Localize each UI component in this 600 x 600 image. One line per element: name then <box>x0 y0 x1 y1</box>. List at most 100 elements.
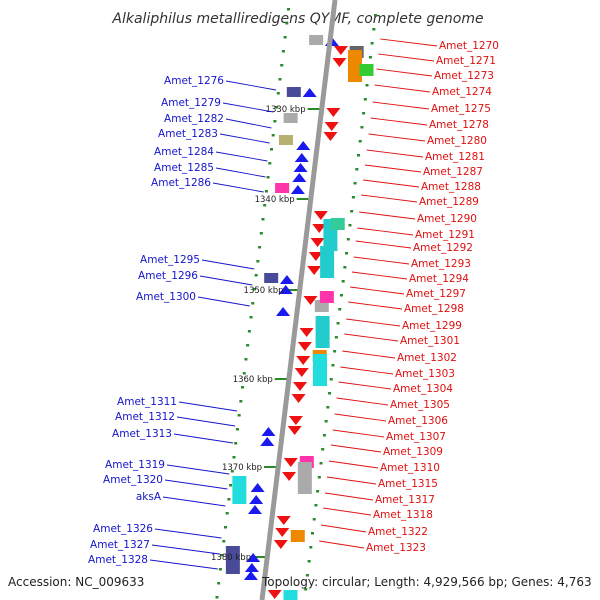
gene-label: Amet_1273 <box>434 70 494 82</box>
label-leader <box>162 496 226 507</box>
label-leader <box>350 286 405 295</box>
gene-label: Amet_1306 <box>388 415 448 427</box>
gene-label: Amet_1287 <box>423 166 483 178</box>
track-tick <box>271 134 275 137</box>
scale-label: 1350 kbp <box>244 286 284 296</box>
track-tick <box>287 8 291 11</box>
track-tick <box>283 36 287 39</box>
track-tick <box>370 42 374 45</box>
track-tick <box>252 288 256 291</box>
track-tick <box>343 266 347 269</box>
track-tick <box>314 504 318 507</box>
gene-label: Amet_1281 <box>425 151 485 163</box>
gene-label: Amet_1312 <box>115 411 175 423</box>
label-leader <box>342 350 396 359</box>
gene-arrow <box>308 252 323 261</box>
label-leader <box>328 460 379 469</box>
track-tick <box>324 420 328 423</box>
gene-label: Amet_1278 <box>429 119 489 131</box>
label-leader <box>154 528 222 539</box>
track-tick <box>244 358 248 361</box>
gene-box <box>315 316 330 348</box>
label-leader <box>340 366 394 375</box>
gene-label: Amet_1310 <box>380 462 440 474</box>
gene-arrow <box>293 382 308 391</box>
track-tick <box>304 588 308 591</box>
gene-label: Amet_1289 <box>419 196 479 208</box>
gene-box <box>347 50 362 82</box>
gene-label: Amet_1320 <box>103 474 163 486</box>
label-leader <box>357 227 414 236</box>
gene-arrow <box>282 472 297 481</box>
track-tick <box>317 476 321 479</box>
track-tick <box>258 246 262 249</box>
label-leader <box>225 80 277 91</box>
gene-label: Amet_1305 <box>390 399 450 411</box>
gene-arrow <box>276 516 291 525</box>
gene-arrow <box>250 483 265 492</box>
gene-box <box>320 246 335 278</box>
track-tick <box>234 442 238 445</box>
track-tick <box>239 400 243 403</box>
track-tick <box>358 140 362 143</box>
gene-label: Amet_1271 <box>436 55 496 67</box>
track-tick <box>321 448 325 451</box>
track-tick <box>305 574 309 577</box>
gene-arrow <box>291 394 306 403</box>
gene-label: Amet_1328 <box>88 554 148 566</box>
track-tick <box>251 302 255 305</box>
scale-label: 1370 kbp <box>222 463 262 473</box>
track-tick <box>266 176 270 179</box>
gene-arrow <box>332 58 347 67</box>
gene-arrow <box>294 153 309 162</box>
label-leader <box>222 102 274 113</box>
track-tick <box>351 196 355 199</box>
gene-arrow <box>243 571 258 580</box>
track-tick <box>280 64 284 67</box>
track-tick <box>339 294 343 297</box>
track-tick <box>345 252 349 255</box>
gene-label: Amet_1283 <box>158 128 218 140</box>
track-tick <box>220 554 224 557</box>
gene-label: Amet_1274 <box>432 86 492 98</box>
map-title: Alkaliphilus metalliredigens QYMF, compl… <box>111 11 483 27</box>
gene-arrow <box>273 540 288 549</box>
accession-text: Accession: NC_009633 <box>8 575 144 589</box>
gene-label: Amet_1313 <box>112 428 172 440</box>
label-leader <box>380 38 438 47</box>
track-tick <box>329 378 333 381</box>
gene-arrow <box>296 356 311 365</box>
gene-label: Amet_1293 <box>411 258 471 270</box>
track-tick <box>217 582 221 585</box>
track-tick <box>341 280 345 283</box>
track-tick <box>285 22 289 25</box>
gene-box <box>297 462 312 494</box>
gene-label: Amet_1292 <box>413 242 473 254</box>
track-tick <box>334 336 338 339</box>
gene-arrow <box>302 88 317 97</box>
track-tick <box>232 456 236 459</box>
track-tick <box>259 232 263 235</box>
gene-arrow <box>323 132 338 141</box>
label-leader <box>364 164 422 173</box>
label-leader <box>351 271 408 280</box>
gene-label: Amet_1288 <box>421 181 481 193</box>
track-tick <box>311 532 315 535</box>
track-tick <box>356 154 360 157</box>
gene-label: Amet_1276 <box>164 75 224 87</box>
gene-label: Amet_1326 <box>93 523 153 535</box>
gene-arrow <box>246 553 261 562</box>
label-leader <box>353 256 410 265</box>
gene-label: Amet_1291 <box>415 229 475 241</box>
track-tick <box>247 330 251 333</box>
track-tick <box>249 316 253 319</box>
gene-arrow <box>290 185 305 194</box>
gene-box <box>283 590 298 600</box>
gene-arrow <box>310 238 325 247</box>
gene-label: Amet_1298 <box>404 303 464 315</box>
track-tick <box>328 392 332 395</box>
label-leader <box>199 275 253 286</box>
label-leader <box>219 133 270 144</box>
gene-arrow <box>247 505 262 514</box>
track-tick <box>229 484 233 487</box>
